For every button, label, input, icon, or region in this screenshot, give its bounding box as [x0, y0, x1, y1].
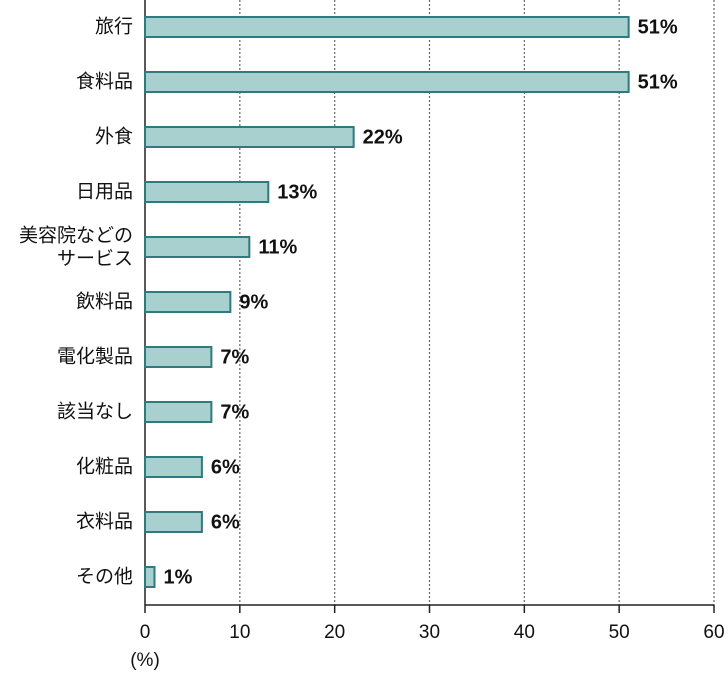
bar	[144, 71, 630, 93]
x-tick-label: 50	[609, 622, 630, 643]
bar	[144, 236, 251, 258]
bar	[144, 291, 232, 313]
value-label: 22%	[363, 126, 403, 148]
value-label: 6%	[211, 456, 240, 478]
bar	[144, 456, 203, 478]
y-tick-label: 飲料品	[76, 291, 133, 313]
y-tick-label: 美容院などのサービス	[19, 224, 133, 269]
value-label: 11%	[258, 236, 297, 258]
value-label: 9%	[239, 291, 268, 313]
value-label: 7%	[220, 346, 249, 368]
y-tick-label: その他	[76, 566, 133, 588]
y-tick-label: 衣料品	[76, 511, 133, 533]
value-label: 13%	[277, 181, 317, 203]
y-tick-label: 電化製品	[57, 346, 133, 368]
value-label: 7%	[220, 401, 249, 423]
value-label: 1%	[163, 566, 192, 588]
value-label: 6%	[211, 511, 240, 533]
bar	[144, 16, 630, 38]
bar	[144, 126, 355, 148]
y-tick-label: 食料品	[76, 71, 133, 93]
bar	[144, 566, 156, 588]
value-label: 51%	[638, 16, 678, 38]
x-tick-label: 30	[419, 622, 440, 643]
x-tick-label: 0	[140, 622, 151, 643]
x-tick-label: 10	[229, 622, 250, 643]
x-tick-label: 60	[703, 622, 724, 643]
y-tick-label: 該当なし	[57, 401, 133, 423]
x-axis-label: (%)	[130, 650, 160, 671]
x-tick-label: 20	[324, 622, 345, 643]
y-tick-label: 旅行	[95, 16, 133, 38]
y-tick-label: 外食	[95, 126, 133, 148]
y-tick-label: 日用品	[76, 181, 133, 203]
bar	[144, 511, 203, 533]
bar	[144, 401, 213, 423]
value-label: 51%	[638, 71, 678, 93]
x-tick-label: 40	[514, 622, 535, 643]
bar	[144, 346, 213, 368]
y-tick-label: 化粧品	[76, 456, 133, 478]
bar	[144, 181, 270, 203]
